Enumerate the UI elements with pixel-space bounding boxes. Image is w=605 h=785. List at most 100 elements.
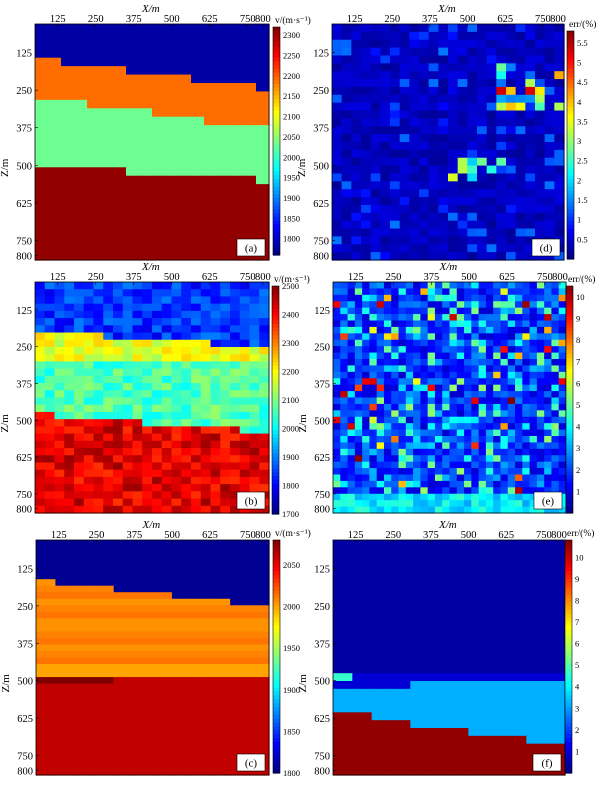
- heatmap-cell: [544, 118, 555, 127]
- heatmap-cell: [341, 197, 352, 206]
- y-tick-label: 375: [17, 639, 33, 650]
- heatmap-cell: [380, 110, 391, 119]
- heatmap-cell: [332, 165, 343, 175]
- heatmap-cell: [467, 173, 478, 182]
- heatmap-cell: [48, 40, 62, 50]
- heatmap-cell: [94, 677, 115, 685]
- heatmap-cell: [478, 365, 487, 373]
- heatmap-cell: [506, 71, 517, 80]
- heatmap-cell: [171, 419, 182, 427]
- heatmap-cell: [544, 346, 553, 354]
- heatmap-cell: [333, 618, 353, 627]
- heatmap-cell: [191, 761, 212, 770]
- heatmap-cell: [133, 585, 154, 593]
- heatmap-cell: [545, 594, 566, 604]
- heatmap-cell: [535, 228, 546, 237]
- heatmap-cell: [420, 461, 429, 469]
- colorbar-segment: [565, 555, 572, 561]
- heatmap-cell: [486, 86, 497, 96]
- heatmap-cell: [333, 391, 341, 399]
- heatmap-cell: [351, 189, 362, 198]
- heatmap-cell: [256, 40, 270, 50]
- heatmap-cell: [165, 217, 179, 227]
- heatmap-cell: [493, 282, 502, 290]
- colorbar-segment: [272, 445, 279, 450]
- heatmap-cell: [259, 325, 270, 334]
- heatmap-cell: [200, 448, 212, 456]
- heatmap-cell: [332, 31, 343, 41]
- heatmap-cell: [64, 318, 75, 326]
- x-axis-label: X/m: [438, 519, 457, 531]
- heatmap-cell: [259, 404, 270, 413]
- heatmap-cell: [152, 650, 173, 659]
- heatmap-cell: [35, 175, 49, 185]
- heatmap-cell: [362, 410, 371, 418]
- heatmap-cell: [341, 252, 352, 261]
- heatmap-cell: [471, 384, 480, 392]
- heatmap-cell: [486, 244, 497, 253]
- heatmap-cell: [210, 346, 221, 355]
- heatmap-cell: [152, 729, 173, 737]
- heatmap-cell: [405, 288, 414, 296]
- heatmap-cell: [347, 384, 356, 392]
- heatmap-cell: [354, 391, 363, 399]
- heatmap-cell: [171, 657, 192, 665]
- heatmap-cell: [122, 469, 134, 478]
- colorbar-segment: [566, 399, 573, 404]
- heatmap-cell: [36, 585, 57, 593]
- heatmap-cell: [370, 212, 381, 222]
- heatmap-cell: [103, 318, 114, 326]
- heatmap-cell: [152, 24, 166, 34]
- colorbar-segment: [566, 460, 573, 465]
- heatmap-cell: [429, 751, 450, 760]
- heatmap-cell: [239, 404, 251, 413]
- heatmap-cell: [103, 289, 114, 298]
- heatmap-cell: [500, 455, 509, 463]
- heatmap-cell: [61, 243, 75, 253]
- heatmap-cell: [419, 134, 430, 143]
- heatmap-cell: [522, 487, 531, 495]
- colorbar-segment: [273, 160, 280, 165]
- heatmap-cell: [391, 346, 400, 354]
- heatmap-cell: [507, 563, 527, 572]
- heatmap-cell: [191, 397, 202, 406]
- heatmap-cell: [230, 579, 251, 587]
- heatmap-cell: [74, 40, 88, 50]
- colorbar-segment: [273, 182, 280, 188]
- colorbar-segment: [272, 506, 279, 511]
- heatmap-cell: [36, 650, 57, 659]
- heatmap-cell: [48, 175, 62, 185]
- colorbar-segment: [565, 606, 572, 611]
- heatmap-cell: [93, 404, 104, 413]
- heatmap-cell: [333, 346, 341, 354]
- heatmap-cell: [249, 419, 260, 427]
- heatmap-cell: [210, 498, 221, 507]
- heatmap-cell: [152, 624, 173, 632]
- heatmap-cell: [74, 650, 95, 659]
- heatmap-cell: [399, 236, 410, 245]
- heatmap-cell: [64, 448, 75, 456]
- heatmap-cell: [210, 383, 221, 391]
- heatmap-cell: [83, 426, 95, 435]
- heatmap-cell: [352, 712, 373, 721]
- colorbar-tick-label: 3.5: [577, 116, 588, 126]
- heatmap-cell: [468, 712, 489, 721]
- heatmap-cell: [230, 433, 241, 442]
- colorbar-segment: [272, 479, 279, 485]
- heatmap-cell: [438, 236, 449, 245]
- heatmap-cell: [427, 365, 436, 373]
- heatmap-cell: [471, 346, 480, 354]
- heatmap-cell: [525, 173, 536, 182]
- heatmap-cell: [471, 288, 480, 296]
- heatmap-cell: [529, 288, 538, 296]
- colorbar-segment: [567, 217, 574, 222]
- heatmap-cell: [220, 339, 231, 348]
- heatmap-cell: [165, 40, 179, 50]
- heatmap-cell: [48, 201, 62, 211]
- heatmap-cell: [522, 282, 531, 290]
- heatmap-cell: [347, 378, 356, 386]
- heatmap-cell: [54, 375, 65, 384]
- colorbar-segment: [273, 53, 280, 58]
- heatmap-cell: [493, 391, 502, 399]
- heatmap-cell: [249, 670, 270, 678]
